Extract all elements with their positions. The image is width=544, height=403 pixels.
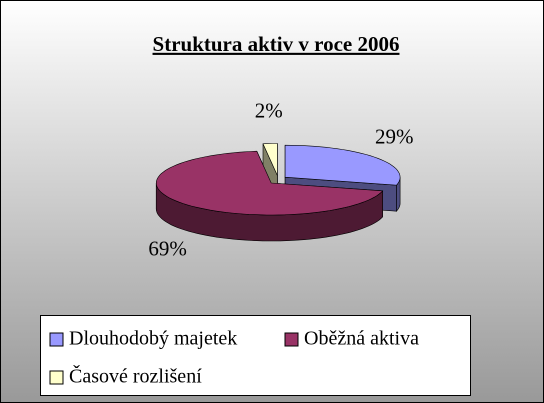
legend-label: Časové rozlišení (69, 364, 202, 388)
legend (40, 315, 471, 396)
slice (284, 144, 401, 186)
slice (262, 143, 278, 176)
legend-swatch (49, 370, 64, 385)
slice (156, 150, 384, 216)
data-label: 69% (148, 236, 187, 260)
legend-swatch (49, 332, 64, 347)
data-label: 2% (255, 99, 283, 123)
data-label: 29% (375, 125, 414, 149)
legend-swatch (284, 332, 299, 347)
chart-title: Struktura aktiv v roce 2006 (153, 32, 400, 56)
legend-label: Oběžná aktiva (304, 328, 419, 350)
legend-label: Dlouhodobý majetek (69, 328, 237, 350)
